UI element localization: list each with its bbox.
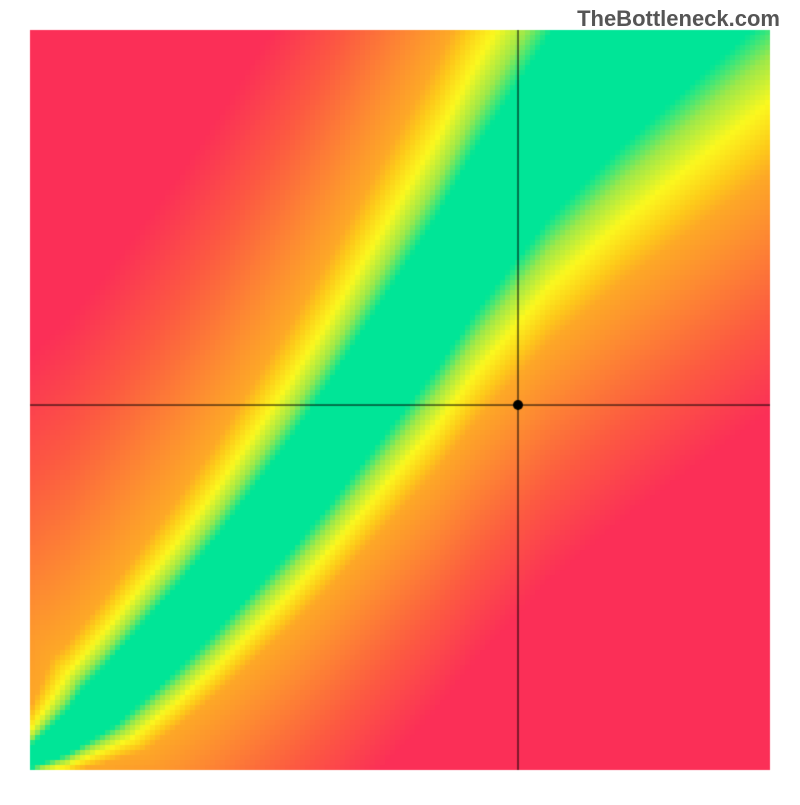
heatmap-canvas bbox=[0, 0, 800, 800]
watermark-text: TheBottleneck.com bbox=[577, 6, 780, 32]
heatmap-chart bbox=[0, 0, 800, 805]
